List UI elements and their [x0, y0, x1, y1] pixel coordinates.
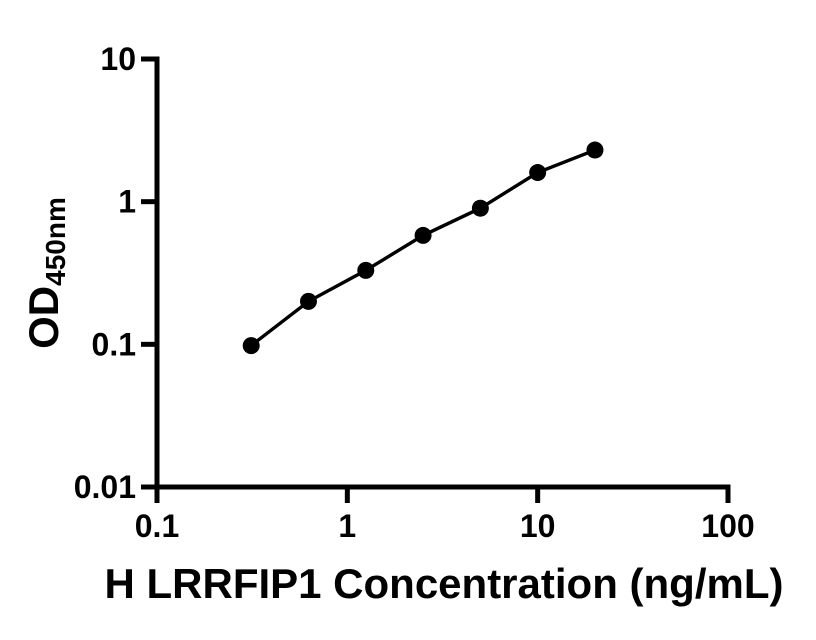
x-axis-title: H LRRFIP1 Concentration (ng/mL)	[105, 560, 784, 607]
data-point	[242, 337, 260, 355]
y-axis-tick-label: 10	[100, 41, 136, 77]
curve-line	[250, 148, 596, 347]
y-axis-title: OD450nm	[20, 197, 71, 349]
y-axis-title-subscript: 450nm	[40, 197, 71, 286]
y-axis-tick-label: 0.01	[74, 469, 136, 505]
y-axis-tick-label: 0.1	[92, 326, 136, 362]
data-point	[586, 141, 604, 159]
data-point	[414, 226, 432, 244]
x-axis-tick-label: 10	[520, 508, 556, 544]
data-point	[299, 292, 317, 310]
data-series-layer	[242, 141, 604, 355]
y-axis-tick-label: 1	[118, 184, 136, 220]
x-axis-tick-label: 100	[701, 508, 754, 544]
data-point	[471, 199, 489, 217]
y-axis-title-main: OD	[20, 286, 67, 349]
data-point	[529, 164, 547, 182]
data-point	[357, 261, 375, 279]
x-axis-tick-label: 1	[338, 508, 356, 544]
x-axis-tick-label: 0.1	[135, 508, 179, 544]
